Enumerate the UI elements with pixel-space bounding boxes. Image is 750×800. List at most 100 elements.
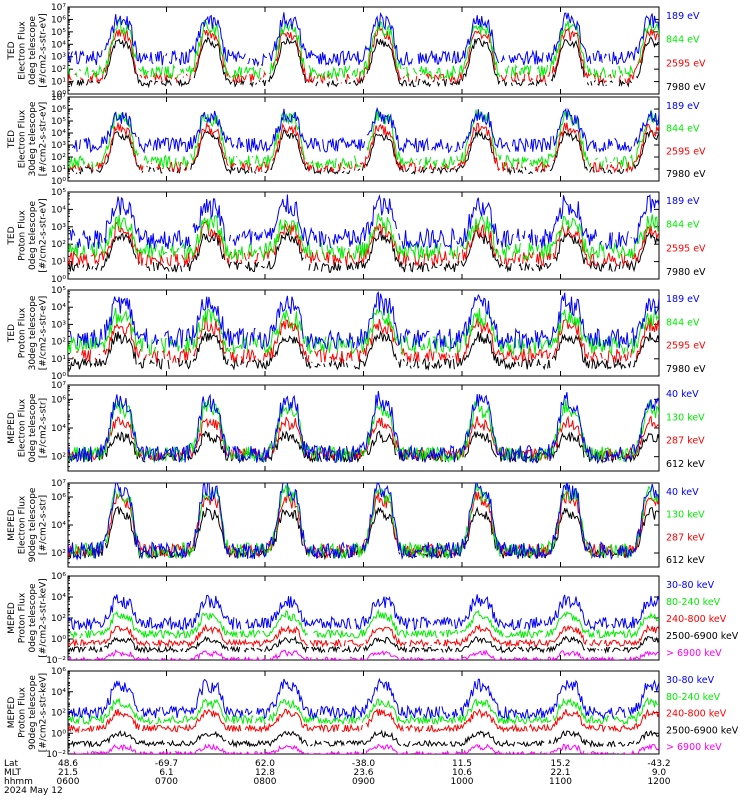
x-tick-mlt: 23.6 bbox=[353, 768, 373, 778]
y-tick-label: 10⁰ bbox=[51, 275, 66, 285]
y-tick-label: 10³ bbox=[51, 141, 66, 151]
legend-entry: 189 eV bbox=[666, 101, 700, 112]
y-tick-label: 10⁰ bbox=[51, 90, 66, 100]
series-line-black bbox=[68, 36, 659, 89]
legend-entry: 7980 eV bbox=[666, 169, 706, 180]
y-tick-label: 10⁷ bbox=[51, 3, 66, 13]
y-axis-label: MEPEDElectron Flux0deg telescope[#/cm2-s… bbox=[7, 393, 49, 463]
series-line-blue bbox=[68, 483, 659, 561]
legend-entry: 80-240 keV bbox=[666, 692, 721, 703]
series-line-black bbox=[68, 635, 659, 654]
y-tick-label: 10² bbox=[51, 65, 66, 75]
y-tick-label: 10³ bbox=[51, 223, 66, 233]
x-tick-lat: -43.2 bbox=[647, 759, 670, 769]
legend-entry: 130 keV bbox=[666, 510, 705, 521]
y-tick-label: 10⁶ bbox=[51, 667, 66, 677]
x-tick-mlt: 9.0 bbox=[652, 768, 667, 778]
y-tick-label: 10² bbox=[51, 453, 66, 463]
series-line-black bbox=[68, 729, 659, 749]
y-tick-label: 10⁵ bbox=[51, 286, 66, 296]
y-tick-label: 10⁻² bbox=[46, 750, 66, 760]
series-line-black bbox=[68, 129, 659, 176]
series-line-blue bbox=[69, 291, 659, 350]
y-axis-label-line: MEPED bbox=[7, 509, 17, 541]
y-axis-label-line: 90deg telescope bbox=[28, 487, 38, 562]
legend-entry: 287 keV bbox=[666, 436, 705, 447]
x-tick-lat: 62.0 bbox=[255, 759, 275, 769]
series-line-blue bbox=[72, 106, 659, 154]
legend-entry: 844 eV bbox=[666, 220, 700, 231]
series-line-blue bbox=[68, 594, 659, 632]
series-line-green bbox=[68, 398, 659, 464]
series-line-green bbox=[68, 213, 659, 262]
y-axis-label-line: Proton Flux bbox=[18, 687, 28, 738]
y-tick-label: 10⁶ bbox=[51, 15, 66, 25]
legend-entry: 2595 eV bbox=[666, 58, 706, 69]
legend-entry: 240-800 keV bbox=[666, 709, 727, 720]
y-tick-label: 10⁵ bbox=[51, 117, 66, 127]
legend-entry: 844 eV bbox=[666, 317, 700, 328]
x-axis-row-label: 2024 May 12 bbox=[4, 786, 63, 796]
y-tick-label: 10⁰ bbox=[51, 635, 66, 645]
legend-entry: 30-80 keV bbox=[666, 675, 715, 686]
y-tick-label: 10⁴ bbox=[51, 593, 66, 603]
y-axis-label-line: 0deg telescope bbox=[28, 16, 38, 86]
x-tick-hhmm: 0600 bbox=[57, 777, 80, 787]
series-line-green bbox=[68, 696, 659, 726]
x-tick-hhmm: 1000 bbox=[451, 777, 474, 787]
y-axis-label-line: 30deg telescope bbox=[28, 101, 38, 176]
y-tick-label: 10⁴ bbox=[51, 205, 66, 215]
plot-frame bbox=[67, 6, 660, 95]
y-tick-label: 10¹ bbox=[51, 78, 66, 88]
y-tick-label: 10⁴ bbox=[51, 303, 66, 313]
y-axis-label-line: Proton Flux bbox=[18, 592, 28, 643]
y-axis-label-line: MEPED bbox=[7, 602, 17, 634]
y-axis-label-line: 0deg telescope bbox=[28, 583, 38, 653]
legend-entry: 844 eV bbox=[666, 35, 700, 46]
y-tick-label: 10⁶ bbox=[51, 105, 66, 115]
legend-entry: 2500-6900 keV bbox=[666, 725, 739, 736]
y-tick-label: 10¹ bbox=[51, 258, 66, 268]
y-tick-label: 10⁷ bbox=[51, 381, 66, 391]
series-line-blue bbox=[69, 194, 659, 250]
y-tick-label: 10² bbox=[51, 153, 66, 163]
y-axis-label-line: Electron Flux bbox=[18, 21, 28, 80]
y-tick-label: 10⁰ bbox=[51, 372, 66, 382]
series-line-green bbox=[69, 609, 659, 640]
x-tick-hhmm: 1200 bbox=[648, 777, 671, 787]
y-axis-label-line: [#/cm2-s-str-eV] bbox=[39, 198, 49, 273]
y-tick-label: 10⁵ bbox=[51, 188, 66, 198]
x-tick-hhmm: 0900 bbox=[352, 777, 375, 787]
x-tick-mlt: 6.1 bbox=[159, 768, 173, 778]
y-tick-label: 10² bbox=[51, 338, 66, 348]
series-line-green bbox=[68, 19, 659, 80]
y-tick-label: 10⁵ bbox=[51, 28, 66, 38]
legend-entry: 612 keV bbox=[666, 459, 705, 470]
series-line-red bbox=[72, 316, 659, 364]
y-tick-label: 10² bbox=[51, 709, 66, 719]
x-tick-hhmm: 0800 bbox=[254, 777, 277, 787]
legend-entry: 844 eV bbox=[666, 124, 700, 135]
x-tick-hhmm: 0700 bbox=[155, 777, 178, 787]
y-axis-label-line: [#/cm2-s-str] bbox=[39, 398, 49, 458]
y-tick-label: 10⁰ bbox=[51, 177, 66, 187]
x-tick-mlt: 10.6 bbox=[452, 768, 472, 778]
y-axis-label-line: Electron Flux bbox=[18, 398, 28, 457]
x-tick-mlt: 22.1 bbox=[550, 768, 570, 778]
series-line-green bbox=[68, 307, 659, 356]
legend-entry: 40 keV bbox=[666, 487, 699, 498]
y-tick-label: 10⁴ bbox=[51, 424, 66, 434]
y-tick-label: 10⁰ bbox=[51, 729, 66, 739]
y-axis-label-line: 0deg telescope bbox=[28, 201, 38, 271]
series-line-red bbox=[69, 121, 659, 174]
x-tick-lat: 15.2 bbox=[550, 759, 570, 769]
legend-entry: 130 keV bbox=[666, 412, 705, 423]
plot-frame bbox=[67, 96, 660, 182]
legend-entry: 80-240 keV bbox=[666, 597, 721, 608]
series-line-black bbox=[68, 330, 659, 371]
y-axis-label: MEPEDProton Flux90deg telescope[#/cm2-s-… bbox=[7, 673, 49, 752]
